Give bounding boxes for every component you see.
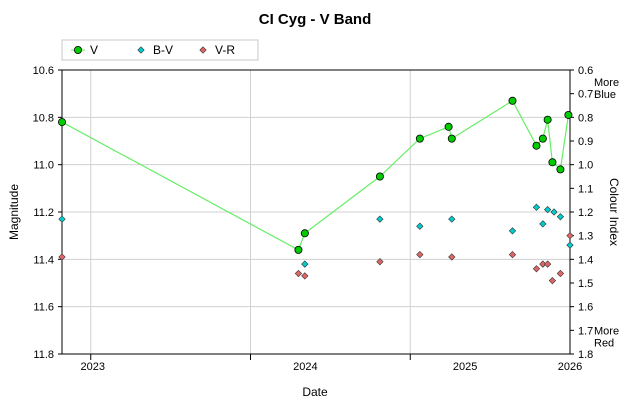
data-point-v-r [376, 258, 384, 266]
data-point-v [415, 134, 424, 143]
legend-marker-v [74, 46, 83, 55]
y-tick-label: 10.6 [33, 65, 54, 77]
legend-label-v: V [90, 43, 98, 57]
data-point-v-r [556, 269, 565, 278]
data-point-v-r [544, 260, 552, 268]
y2-tick-label: 0.6 [578, 65, 593, 77]
data-point-v [300, 229, 309, 238]
data-point-v-r [294, 269, 303, 278]
data-point-v-r [566, 232, 574, 240]
data-point-v [564, 110, 573, 119]
data-point-b-v [58, 215, 66, 223]
y-tick-label: 11.2 [33, 207, 54, 219]
y2-tick-label: 0.9 [578, 136, 593, 148]
y-tick-label: 10.8 [33, 112, 54, 124]
data-point-b-v [376, 215, 384, 223]
data-point-v-r [508, 250, 517, 259]
x-tick-label: 2025 [453, 361, 477, 373]
data-point-v-r [416, 250, 424, 259]
data-point-b-v [556, 213, 565, 221]
y-tick-label: 11.6 [33, 302, 54, 314]
data-point-v [556, 165, 565, 174]
data-point-b-v [448, 215, 456, 223]
y2-tick-label: 1.4 [578, 254, 593, 266]
data-point-v [543, 115, 552, 124]
data-point-v [538, 134, 547, 143]
data-point-v-r [301, 272, 309, 280]
data-point-v [508, 96, 517, 105]
legend-label-v-r: V-R [215, 43, 235, 57]
data-point-b-v [416, 222, 424, 230]
data-point-b-v [508, 227, 517, 235]
data-point-v [375, 172, 384, 181]
y-tick-label: 11.8 [33, 349, 54, 361]
legend-marker-v-r [199, 46, 207, 54]
data-point-v-r [532, 265, 541, 273]
chart-title: CI Cyg - V Band [259, 11, 372, 28]
y2-annotation-top: Blue [594, 89, 616, 101]
y2-tick-label: 1.5 [578, 278, 593, 290]
data-point-v [58, 118, 67, 127]
data-point-v [294, 245, 303, 254]
y2-tick-label: 1.0 [578, 160, 593, 172]
x-tick-label: 2026 [558, 361, 582, 373]
data-point-v [548, 158, 557, 167]
legend-marker-b-v [137, 46, 145, 54]
x-tick-label: 2023 [81, 361, 105, 373]
legend: V B-V V-R [61, 39, 259, 61]
y2-tick-label: 1.8 [578, 349, 593, 361]
data-point-v-r [448, 253, 456, 261]
data-point-b-v [539, 220, 547, 228]
data-point-b-v [566, 241, 574, 249]
y2-annotation-bottom: Red [594, 337, 614, 349]
series-line-v [61, 99, 569, 251]
y-tick-label: 11.0 [33, 160, 54, 172]
y2-axis-label: Colour Index [607, 178, 621, 246]
y2-tick-label: 1.7 [578, 325, 593, 337]
y2-tick-label: 1.1 [578, 183, 593, 195]
legend-box [61, 39, 259, 61]
data-point-b-v [544, 206, 552, 214]
x-axis-label: Date [302, 385, 328, 399]
data-point-b-v [532, 203, 541, 211]
data-point-v [447, 134, 456, 143]
data-point-v-r [548, 277, 557, 285]
data-point-b-v [550, 208, 558, 216]
data-point-v [532, 141, 541, 150]
x-tick-label: 2024 [293, 361, 317, 373]
y2-tick-label: 1.3 [578, 231, 593, 243]
data-point-b-v [301, 260, 309, 268]
y2-tick-label: 1.2 [578, 207, 593, 219]
y2-tick-label: 0.7 [578, 89, 593, 101]
y-axis-label: Magnitude [7, 184, 21, 240]
y-tick-label: 11.4 [33, 254, 54, 266]
data-point-v [444, 122, 453, 131]
y2-annotation-top: More [594, 77, 619, 89]
plot-area: 10.6 10.8 11.0 11.2 11.4 11.6 11.8 0.6 0.7 0.8 0.9… [33, 65, 619, 373]
y2-annotation-bottom: More [594, 325, 619, 337]
legend-label-b-v: B-V [153, 43, 173, 57]
y2-tick-label: 1.6 [578, 302, 593, 314]
y2-tick-label: 0.8 [578, 112, 593, 124]
data-point-v-r [539, 260, 547, 268]
data-point-v-r [58, 253, 66, 261]
